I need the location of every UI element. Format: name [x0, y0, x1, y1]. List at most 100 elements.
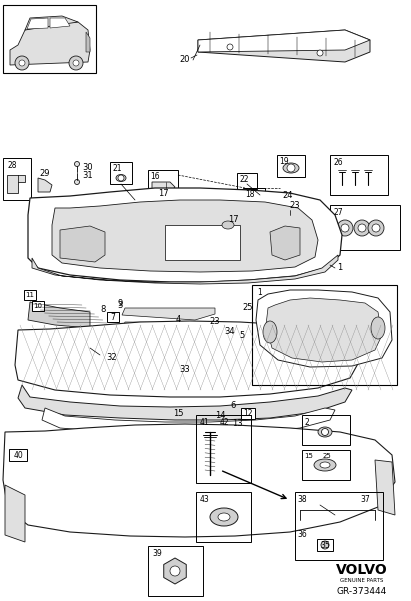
Bar — [330, 155, 388, 195]
Polygon shape — [256, 290, 392, 367]
Polygon shape — [28, 302, 90, 328]
Polygon shape — [266, 298, 382, 362]
Bar — [277, 155, 305, 177]
Polygon shape — [3, 424, 395, 537]
Text: 41: 41 — [200, 418, 210, 427]
Polygon shape — [122, 322, 230, 336]
Circle shape — [341, 224, 349, 232]
Text: 34: 34 — [225, 328, 236, 337]
Circle shape — [74, 180, 79, 185]
Ellipse shape — [318, 427, 332, 437]
Polygon shape — [52, 200, 318, 272]
Ellipse shape — [320, 462, 330, 468]
Text: 25: 25 — [323, 453, 332, 459]
Text: 1: 1 — [337, 263, 343, 272]
Ellipse shape — [283, 163, 299, 173]
Text: 1: 1 — [257, 288, 262, 297]
Polygon shape — [42, 408, 335, 434]
Bar — [302, 450, 350, 480]
Bar — [110, 162, 132, 184]
Bar — [196, 415, 251, 483]
Text: 31: 31 — [82, 171, 92, 180]
Circle shape — [74, 162, 79, 166]
Polygon shape — [375, 460, 395, 515]
Text: 12: 12 — [243, 409, 253, 418]
Bar — [252, 285, 397, 385]
Bar — [32, 301, 44, 311]
Ellipse shape — [279, 204, 284, 207]
Ellipse shape — [314, 459, 336, 471]
Bar — [196, 492, 251, 542]
Text: 10: 10 — [34, 303, 42, 309]
Text: 33: 33 — [180, 365, 190, 374]
Circle shape — [15, 56, 29, 70]
Circle shape — [368, 220, 384, 236]
Bar — [317, 539, 333, 551]
Text: 14: 14 — [215, 412, 225, 421]
Text: 4: 4 — [175, 316, 180, 325]
Polygon shape — [7, 175, 25, 193]
Polygon shape — [5, 485, 25, 542]
Circle shape — [358, 224, 366, 232]
Polygon shape — [60, 226, 105, 262]
Polygon shape — [122, 308, 215, 320]
Circle shape — [287, 164, 295, 172]
Text: 29: 29 — [40, 168, 50, 177]
Polygon shape — [28, 188, 342, 282]
Text: 40: 40 — [13, 451, 23, 460]
Circle shape — [354, 220, 370, 236]
Text: 15: 15 — [304, 453, 313, 459]
Bar — [165, 225, 240, 260]
Text: 5: 5 — [239, 331, 245, 340]
Ellipse shape — [263, 321, 277, 343]
Polygon shape — [15, 321, 360, 397]
Bar — [302, 415, 350, 445]
Polygon shape — [198, 30, 370, 52]
Circle shape — [337, 220, 353, 236]
Text: 20: 20 — [180, 55, 190, 64]
Text: 38: 38 — [297, 495, 307, 504]
Text: GENUINE PARTS: GENUINE PARTS — [340, 579, 384, 584]
Text: 28: 28 — [7, 161, 16, 170]
Bar — [24, 290, 36, 300]
Ellipse shape — [371, 317, 385, 339]
Text: 6: 6 — [230, 400, 236, 409]
Text: 19: 19 — [279, 157, 289, 166]
Circle shape — [118, 175, 124, 181]
Text: 11: 11 — [25, 292, 35, 298]
Text: 2: 2 — [304, 418, 309, 427]
Text: 17: 17 — [228, 216, 238, 225]
Circle shape — [170, 566, 180, 576]
Text: 27: 27 — [333, 208, 343, 217]
Bar — [3, 5, 96, 73]
Polygon shape — [27, 18, 48, 29]
Ellipse shape — [275, 193, 281, 197]
Text: 36: 36 — [297, 530, 307, 539]
Circle shape — [73, 60, 79, 66]
Text: 32: 32 — [107, 353, 117, 362]
Bar — [241, 407, 255, 418]
Text: 21: 21 — [112, 164, 122, 173]
Bar — [295, 492, 383, 560]
Text: 25: 25 — [243, 304, 253, 313]
Text: 9: 9 — [118, 299, 122, 308]
Text: 42: 42 — [220, 418, 230, 427]
Circle shape — [321, 429, 328, 436]
Bar — [148, 546, 203, 596]
Text: 43: 43 — [200, 495, 210, 504]
Text: 37: 37 — [360, 495, 370, 504]
Polygon shape — [86, 32, 90, 52]
Text: 30: 30 — [82, 163, 92, 172]
Text: 22: 22 — [239, 175, 249, 184]
Text: 13: 13 — [232, 419, 242, 429]
Text: 39: 39 — [152, 549, 162, 558]
Text: VOLVO: VOLVO — [336, 563, 388, 577]
Text: 8: 8 — [100, 305, 106, 314]
Circle shape — [317, 50, 323, 56]
Polygon shape — [38, 178, 52, 192]
Text: 35: 35 — [320, 540, 330, 549]
Text: 23: 23 — [290, 201, 300, 210]
Text: 24: 24 — [283, 191, 293, 200]
Bar — [148, 170, 178, 198]
Circle shape — [321, 541, 329, 549]
